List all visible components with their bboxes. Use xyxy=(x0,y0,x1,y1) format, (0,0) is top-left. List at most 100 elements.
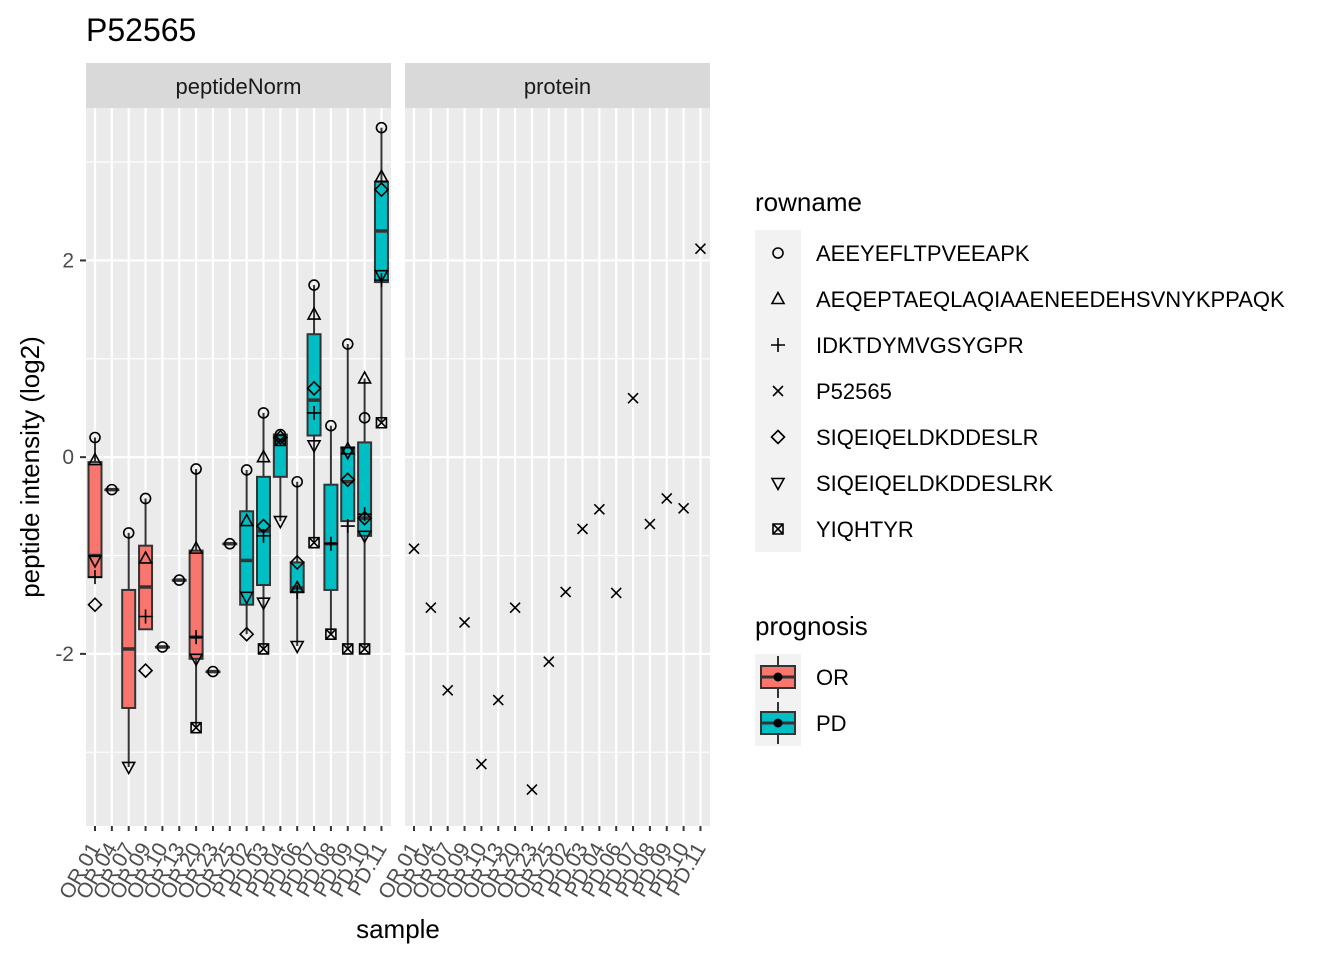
point-OR.10 xyxy=(475,758,487,770)
legend-key-plus xyxy=(771,338,785,352)
point-OR.09 xyxy=(138,609,153,624)
legend-key-triangle xyxy=(770,290,786,305)
legend-label: SIQEIQELDKDDESLR xyxy=(816,425,1039,450)
panel-background xyxy=(405,108,710,826)
legend-key-bg xyxy=(755,230,801,276)
point-PD.08 xyxy=(644,518,656,530)
point-PD.10 xyxy=(358,412,371,424)
point-OR.13 xyxy=(173,574,186,586)
point-PD.11 xyxy=(374,168,389,183)
point-OR.04 xyxy=(106,483,118,496)
panel-background xyxy=(86,108,391,826)
box-OR.09 xyxy=(138,498,154,631)
point-OR.25 xyxy=(543,656,555,668)
point-PD.02 xyxy=(240,464,253,476)
box-body xyxy=(357,441,373,537)
point-PD.03 xyxy=(257,643,270,655)
legend-label: OR xyxy=(816,665,849,690)
point-PD.04 xyxy=(273,515,288,530)
legend-label: AEQEPTAEQLAQIAAENEEDEHSVNYKPPAQK xyxy=(816,287,1285,312)
point-OR.01 xyxy=(88,570,102,585)
point-PD.02 xyxy=(239,591,254,606)
point-PD.07 xyxy=(306,440,322,454)
legend-key-triangle-down xyxy=(770,477,786,492)
point-PD.10 xyxy=(357,530,372,545)
legend-key-bg xyxy=(755,276,801,322)
point-PD.03 xyxy=(257,407,270,419)
box-PD.10 xyxy=(357,378,373,649)
y-axis-title: peptide intensity (log2) xyxy=(15,336,45,598)
point-PD.09 xyxy=(661,492,673,505)
legend-label: IDKTDYMVGSYGPR xyxy=(816,333,1024,358)
legend-rowname: rowname AEEYEFLTPVEEAPK AEQEPTAEQLAQIAAEN… xyxy=(755,187,1285,552)
point-PD.06 xyxy=(290,584,305,599)
point-OR.20 xyxy=(188,653,204,667)
point-OR.23 xyxy=(207,665,219,678)
point-PD.04 xyxy=(274,434,287,447)
strip-background xyxy=(405,63,710,108)
legend-key-dot xyxy=(773,718,783,728)
box-PD.09 xyxy=(340,344,356,649)
point-OR.07 xyxy=(121,761,137,776)
point-OR.01 xyxy=(87,555,103,569)
box-PD.11 xyxy=(373,127,389,423)
point-OR.01 xyxy=(87,451,103,466)
legend-key-diamond xyxy=(770,429,786,445)
point-PD.10 xyxy=(357,370,372,384)
legend-label: AEEYEFLTPVEEAPK xyxy=(816,241,1030,266)
legend-label: SIQEIQELDKDDESLRK xyxy=(816,471,1054,496)
panel-protein: protein xyxy=(405,63,710,826)
point-OR.25 xyxy=(224,537,236,550)
point-PD.03 xyxy=(576,523,589,535)
point-PD.07 xyxy=(308,279,320,291)
legend-label: P52565 xyxy=(816,379,892,404)
point-PD.02 xyxy=(239,626,255,642)
point-PD.07 xyxy=(308,536,320,549)
point-PD.08 xyxy=(325,628,337,641)
point-PD.04 xyxy=(593,503,605,515)
legend-prognosis-title: prognosis xyxy=(755,611,868,641)
point-PD.06 xyxy=(291,475,304,488)
x-axis-title: sample xyxy=(356,914,440,944)
point-PD.06 xyxy=(610,587,622,599)
point-PD.10 xyxy=(356,510,373,526)
legend-rowname-title: rowname xyxy=(755,187,862,217)
y-tick-label: -2 xyxy=(55,643,74,666)
legend-prognosis: prognosis OR PD xyxy=(755,611,868,746)
point-PD.03 xyxy=(255,518,272,534)
point-PD.07 xyxy=(307,405,322,420)
point-PD.09 xyxy=(340,519,355,534)
point-PD.11 xyxy=(694,243,707,255)
y-tick-label: 0 xyxy=(62,446,74,469)
point-PD.03 xyxy=(256,528,271,543)
point-PD.07 xyxy=(306,306,322,320)
point-PD.06 xyxy=(289,554,305,571)
point-OR.01 xyxy=(87,597,103,613)
point-OR.07 xyxy=(122,527,135,539)
legend-key-dot xyxy=(773,672,783,682)
legend-key-cross xyxy=(772,385,784,397)
point-OR.01 xyxy=(408,543,420,555)
point-PD.11 xyxy=(374,269,389,284)
point-OR.07 xyxy=(442,684,454,696)
point-PD.10 xyxy=(678,502,690,514)
point-PD.07 xyxy=(627,392,639,404)
point-PD.11 xyxy=(375,416,388,429)
legend-key-square-cross xyxy=(772,523,784,535)
point-OR.20 xyxy=(188,540,204,554)
y-tick-label: 2 xyxy=(62,249,74,272)
point-PD.02 xyxy=(560,586,572,598)
point-OR.01 xyxy=(89,431,101,444)
point-PD.03 xyxy=(256,597,271,611)
point-PD.03 xyxy=(256,448,271,463)
point-PD.09 xyxy=(340,472,356,488)
point-PD.07 xyxy=(306,380,322,396)
box-body xyxy=(306,333,322,437)
point-OR.20 xyxy=(190,463,202,475)
point-PD.06 xyxy=(289,640,305,655)
point-OR.04 xyxy=(425,602,437,614)
point-OR.09 xyxy=(138,550,153,564)
point-PD.08 xyxy=(323,536,338,551)
legend-key-circle xyxy=(772,247,784,259)
